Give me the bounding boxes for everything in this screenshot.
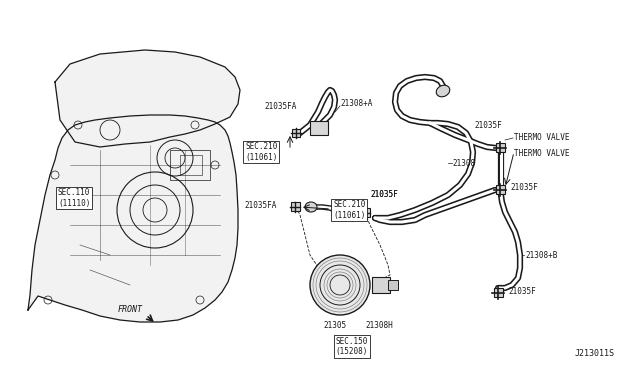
Bar xyxy=(388,280,398,290)
Text: 21035F: 21035F xyxy=(510,183,538,192)
Ellipse shape xyxy=(436,85,450,97)
Polygon shape xyxy=(28,115,238,322)
Text: 21308+B: 21308+B xyxy=(525,250,557,260)
Text: 21035F: 21035F xyxy=(508,286,536,295)
Bar xyxy=(310,121,328,135)
Bar xyxy=(180,155,202,175)
Text: THERMO VALVE: THERMO VALVE xyxy=(514,148,570,157)
Text: 21035F: 21035F xyxy=(370,190,397,199)
Ellipse shape xyxy=(305,202,317,212)
Bar xyxy=(496,185,505,194)
Bar xyxy=(291,202,300,211)
Text: FRONT: FRONT xyxy=(118,305,143,314)
Bar xyxy=(496,143,505,152)
Bar xyxy=(170,150,210,180)
Text: SEC.210
(11061): SEC.210 (11061) xyxy=(333,200,365,220)
Text: 21035FA: 21035FA xyxy=(244,201,277,209)
Bar xyxy=(361,208,370,217)
Text: 21308H: 21308H xyxy=(365,321,393,330)
Bar xyxy=(494,288,503,297)
Ellipse shape xyxy=(343,208,355,218)
Text: 21305: 21305 xyxy=(323,321,347,330)
Text: 21308: 21308 xyxy=(452,158,475,167)
Circle shape xyxy=(310,255,370,315)
Text: 21035F: 21035F xyxy=(370,190,397,199)
Text: SEC.110
(11110): SEC.110 (11110) xyxy=(58,188,90,208)
Bar xyxy=(292,129,300,137)
Text: 21308+A: 21308+A xyxy=(340,99,372,108)
Text: THERMO VALVE: THERMO VALVE xyxy=(514,134,570,142)
Bar xyxy=(372,277,390,293)
Text: 21035F: 21035F xyxy=(474,121,502,130)
Polygon shape xyxy=(55,50,240,147)
Text: SEC.210
(11061): SEC.210 (11061) xyxy=(245,142,277,162)
Text: 21035FA: 21035FA xyxy=(265,102,297,111)
Text: J213011S: J213011S xyxy=(575,350,615,359)
Text: SEC.150
(15208): SEC.150 (15208) xyxy=(336,337,368,356)
